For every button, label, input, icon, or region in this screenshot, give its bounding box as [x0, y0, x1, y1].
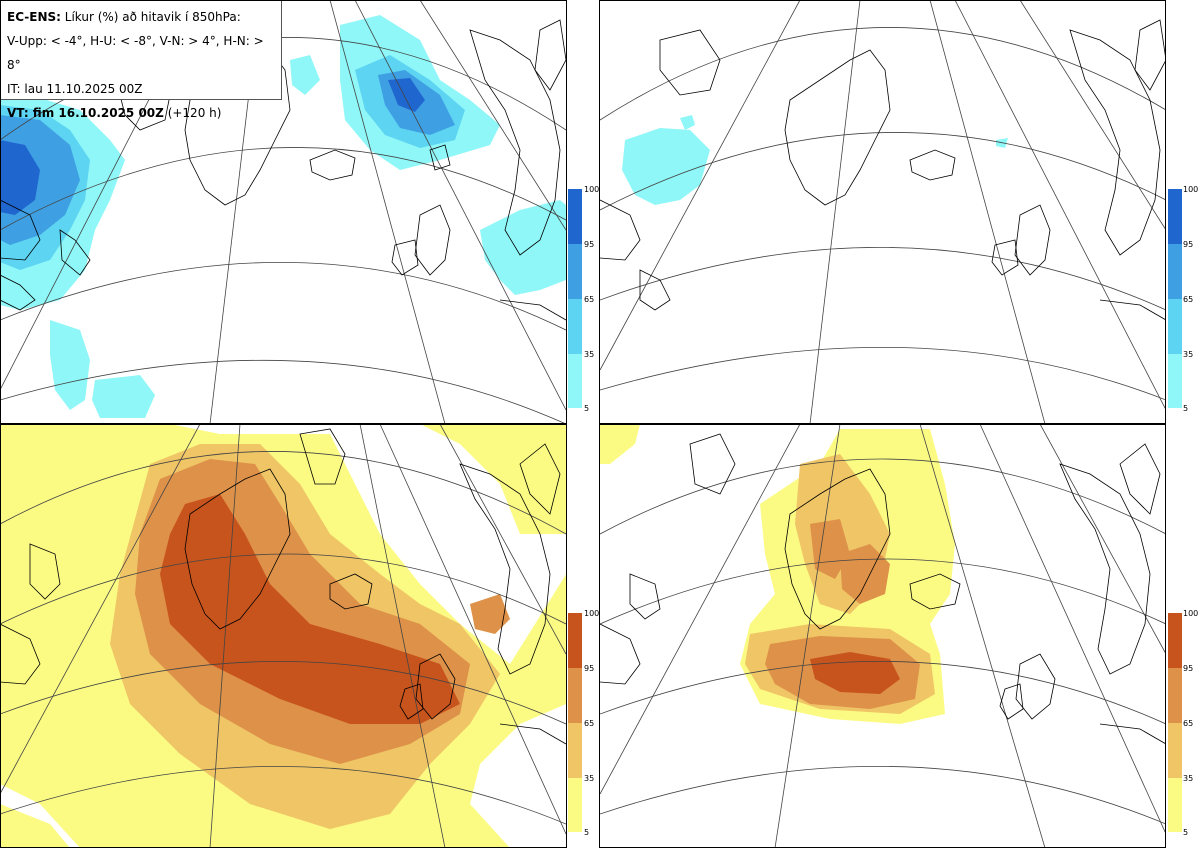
graticule — [600, 0, 1166, 424]
colorbar-blue-1 — [568, 189, 582, 408]
probability-map-warm-8 — [600, 424, 1166, 848]
tick-label: 5 — [584, 404, 590, 413]
coastlines — [600, 433, 1166, 745]
probability-shading — [622, 115, 1008, 205]
model-name: EC-ENS: — [7, 10, 61, 24]
tick-label: 65 — [584, 295, 595, 304]
probability-shading — [600, 424, 955, 724]
tick-label: 5 — [1183, 404, 1189, 413]
map-panel-cold-4: EC-ENS: Líkur (%) að hitavik í 850hPa: V… — [0, 0, 566, 424]
coastlines — [0, 428, 566, 745]
coastlines — [600, 19, 1166, 321]
tick-label: 100 — [1183, 609, 1199, 618]
tick-label: 5 — [1183, 828, 1189, 837]
tick-label: 95 — [1183, 664, 1194, 673]
tick-label: 100 — [584, 609, 600, 618]
colorbar-orange-4 — [1168, 613, 1182, 832]
threshold-legend: V-Upp: < -4°, H-U: < -8°, V-N: > 4°, H-N… — [7, 34, 264, 72]
tick-label: 95 — [584, 664, 595, 673]
valid-time: VT: fim 16.10.2025 00Z — [7, 106, 164, 120]
colorbar-orange-3 — [568, 613, 582, 832]
tick-label: 95 — [584, 240, 595, 249]
probability-map-cold-8 — [600, 0, 1166, 424]
tick-label: 5 — [584, 828, 590, 837]
map-panel-warm-8 — [600, 424, 1166, 848]
forecast-info-box: EC-ENS: Líkur (%) að hitavik í 850hPa: V… — [0, 0, 282, 120]
graticule — [0, 424, 566, 848]
probability-map-cold-4 — [0, 0, 566, 424]
map-panel-warm-4 — [0, 424, 566, 848]
probability-shading — [0, 15, 566, 418]
tick-label: 65 — [584, 719, 595, 728]
initial-time: IT: lau 11.10.2025 00Z — [7, 82, 143, 96]
tick-label: 35 — [1183, 350, 1194, 359]
variable-description: Líkur (%) að hitavik í 850hPa: — [60, 10, 241, 24]
tick-label: 95 — [1183, 240, 1194, 249]
graticule — [600, 424, 1166, 848]
probability-shading — [0, 424, 566, 848]
colorbar-blue-2 — [1168, 189, 1182, 408]
tick-label: 35 — [584, 350, 595, 359]
tick-label: 100 — [1183, 185, 1199, 194]
tick-label: 65 — [1183, 295, 1194, 304]
lead-time: (+120 h) — [163, 106, 222, 120]
tick-label: 65 — [1183, 719, 1194, 728]
tick-label: 35 — [1183, 774, 1194, 783]
tick-label: 100 — [584, 185, 600, 194]
map-panel-cold-8 — [600, 0, 1166, 424]
probability-map-warm-4 — [0, 424, 566, 848]
tick-label: 35 — [584, 774, 595, 783]
